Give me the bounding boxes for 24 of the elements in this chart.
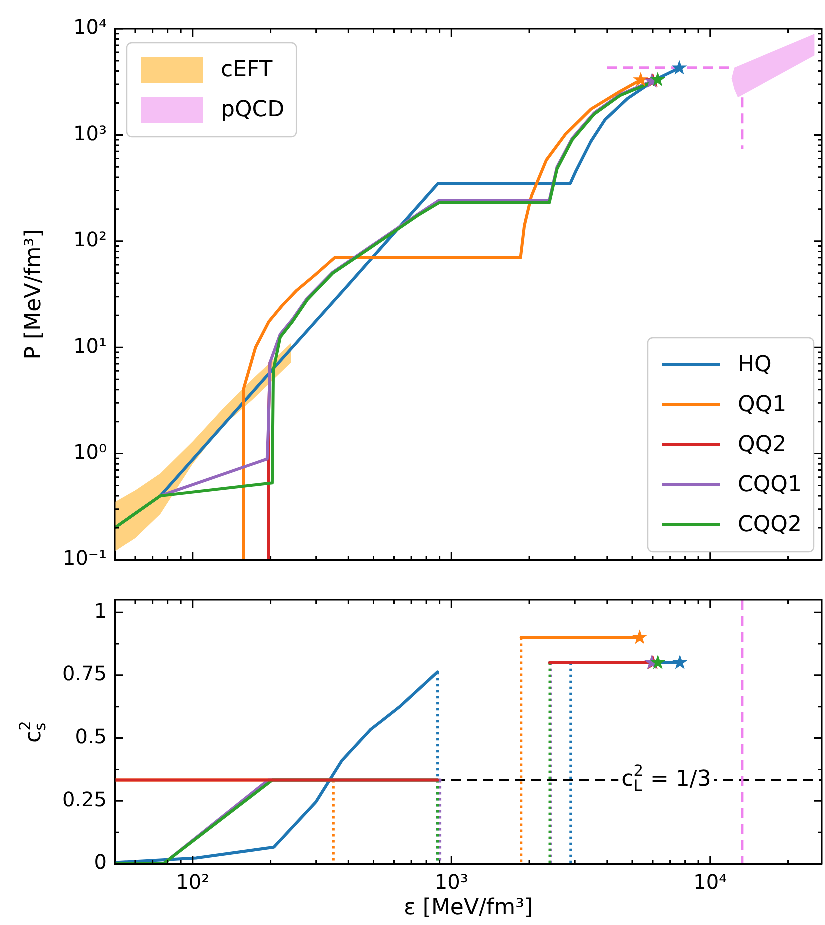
y-tick-label: 0.25 [62, 787, 107, 812]
y-tick-label: 10² [74, 228, 107, 252]
y-tick-label: 10⁴ [74, 15, 107, 40]
y-tick-label: 0 [94, 850, 107, 874]
y-tick-label: 0.5 [75, 724, 107, 748]
y-tick-label: 1 [94, 598, 107, 623]
y-tick-label: 10³ [74, 121, 107, 146]
legend-label: CQQ1 [738, 472, 802, 498]
y-tick-label: 10¹ [74, 334, 107, 358]
legend-label: QQ1 [738, 392, 787, 418]
legend-label: cEFT [221, 58, 274, 83]
y-tick-label: 10⁻¹ [62, 546, 107, 570]
y-axis-title: P [MeV/fm³] [22, 229, 47, 360]
legend-label: CQQ2 [738, 512, 802, 538]
x-tick-label: 10³ [434, 870, 468, 894]
legend-label: QQ2 [738, 432, 787, 458]
legend-label: HQ [738, 352, 772, 378]
x-tick-label: 10² [176, 870, 210, 894]
y-tick-label: 0.75 [62, 662, 107, 686]
legend-label: pQCD [221, 98, 285, 123]
x-axis-title: ε [MeV/fm³] [404, 896, 534, 921]
y-axis-title: cs2 [16, 721, 50, 743]
x-tick-label: 10⁴ [694, 870, 728, 894]
y-tick-label: 10⁰ [74, 440, 107, 464]
